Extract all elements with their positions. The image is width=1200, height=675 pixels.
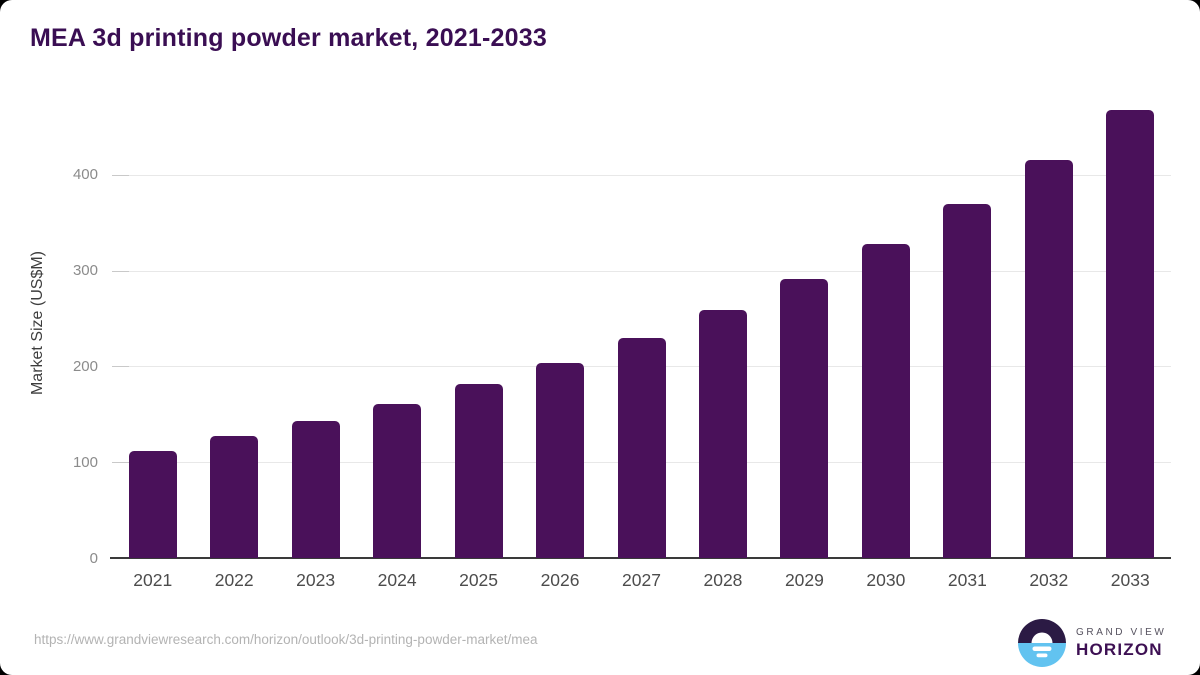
horizon-sunrise-icon — [1018, 619, 1066, 667]
bar-2021[interactable] — [128, 450, 177, 558]
bar-2026[interactable] — [536, 362, 585, 558]
x-tick-label-2025: 2025 — [459, 570, 499, 590]
y-tick-label-200: 200 — [72, 357, 98, 375]
y-tick-mark-200 — [112, 366, 129, 368]
x-tick-label-2032: 2032 — [1029, 570, 1069, 590]
bar-2031[interactable] — [943, 204, 992, 558]
x-axis-line — [110, 557, 1171, 559]
bar-2033[interactable] — [1106, 109, 1155, 558]
bar-2029[interactable] — [780, 279, 829, 558]
y-tick-mark-400 — [112, 174, 129, 176]
bar-2023[interactable] — [291, 420, 340, 558]
y-tick-mark-300 — [112, 270, 129, 272]
y-tick-mark-100 — [112, 462, 129, 464]
x-tick-label-2026: 2026 — [540, 570, 580, 590]
logo-text: GRAND VIEW HORIZON — [1076, 627, 1166, 660]
bar-2028[interactable] — [698, 309, 747, 558]
x-tick-label-2028: 2028 — [703, 570, 743, 590]
bar-2025[interactable] — [454, 383, 503, 558]
x-tick-label-2022: 2022 — [214, 570, 254, 590]
x-tick-label-2030: 2030 — [866, 570, 906, 590]
y-tick-label-400: 400 — [72, 166, 98, 184]
x-tick-label-2031: 2031 — [947, 570, 987, 590]
logo-brand-name: GRAND VIEW — [1076, 626, 1167, 638]
x-tick-label-2033: 2033 — [1110, 570, 1150, 590]
grand-view-horizon-logo: GRAND VIEW HORIZON — [1018, 619, 1166, 667]
chart-title: MEA 3d printing powder market, 2021-2033 — [30, 24, 547, 52]
y-tick-label-100: 100 — [72, 453, 98, 471]
gridline-300 — [112, 270, 1171, 272]
x-tick-label-2027: 2027 — [622, 570, 661, 590]
bar-2024[interactable] — [373, 403, 422, 558]
x-tick-label-2021: 2021 — [133, 570, 173, 590]
bar-2027[interactable] — [617, 337, 666, 558]
x-tick-label-2029: 2029 — [784, 570, 824, 590]
bar-2030[interactable] — [861, 243, 910, 558]
bar-2022[interactable] — [210, 436, 259, 558]
bar-2032[interactable] — [1024, 160, 1073, 558]
gridline-400 — [112, 174, 1171, 176]
x-tick-label-2023: 2023 — [296, 570, 336, 590]
source-url: https://www.grandviewresearch.com/horizo… — [34, 632, 538, 647]
y-tick-label-0: 0 — [89, 549, 98, 567]
x-tick-label-2024: 2024 — [377, 570, 417, 590]
y-tick-label-300: 300 — [72, 262, 98, 280]
logo-product-name: HORIZON — [1076, 639, 1163, 659]
